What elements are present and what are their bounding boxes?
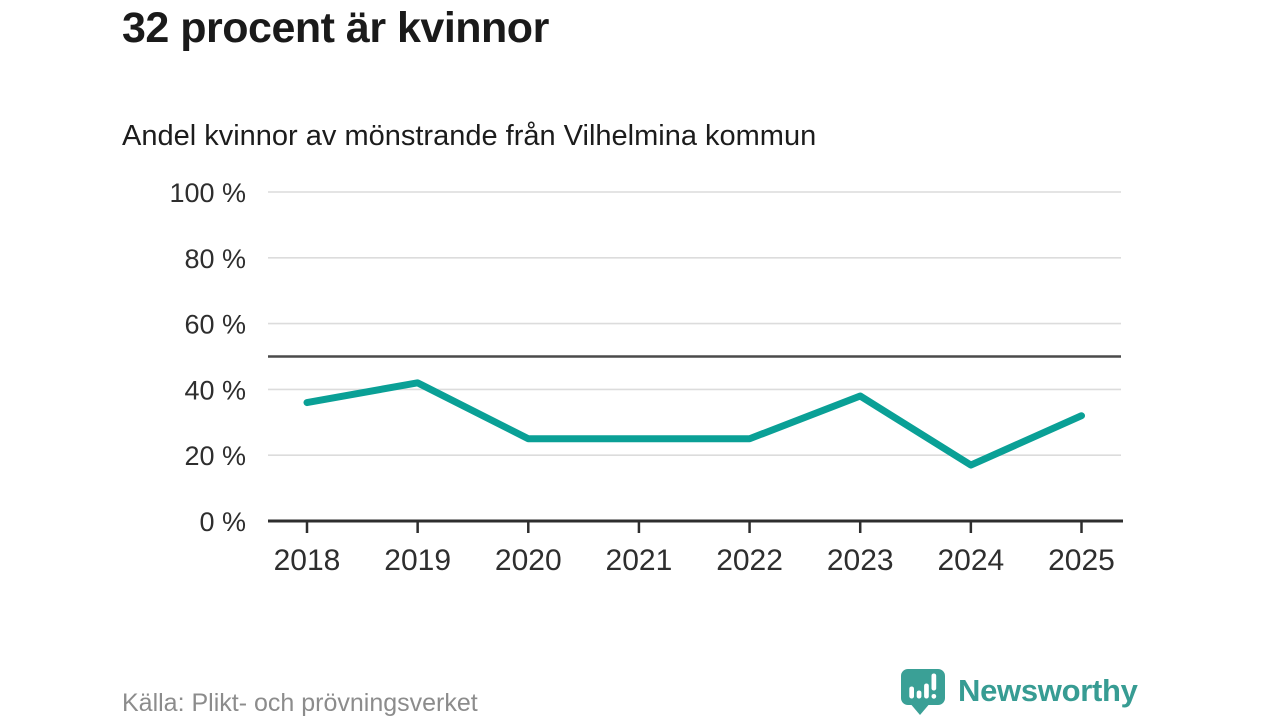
y-tick-label: 20 %	[184, 441, 246, 471]
x-tick-label: 2024	[937, 544, 1004, 577]
y-tick-label: 60 %	[184, 310, 246, 340]
x-tick-label: 2021	[606, 544, 673, 577]
x-tick-label: 2025	[1048, 544, 1115, 577]
newsworthy-logo: Newsworthy	[898, 666, 1138, 716]
chart-subtitle: Andel kvinnor av mönstrande från Vilhelm…	[122, 120, 817, 152]
chart-title: 32 procent är kvinnor	[122, 4, 549, 52]
x-tick-label: 2020	[495, 544, 562, 577]
y-tick-label: 100 %	[169, 178, 246, 208]
newsworthy-logo-icon	[901, 669, 945, 715]
x-tick-label: 2022	[716, 544, 783, 577]
x-tick-label: 2023	[827, 544, 894, 577]
source-note: Källa: Plikt- och prövningsverket	[122, 689, 478, 717]
line-chart: 0 % 20 % 40 % 60 % 80 % 100 % 2018 2019 2020 2021…	[169, 178, 1123, 577]
x-tick-label: 2019	[384, 544, 451, 577]
data-line	[303, 379, 1085, 469]
brand-name: Newsworthy	[958, 673, 1138, 708]
y-tick-label: 40 %	[184, 375, 246, 405]
y-tick-label: 0 %	[199, 507, 246, 537]
x-tick-label: 2018	[274, 544, 341, 577]
y-tick-label: 80 %	[184, 244, 246, 274]
